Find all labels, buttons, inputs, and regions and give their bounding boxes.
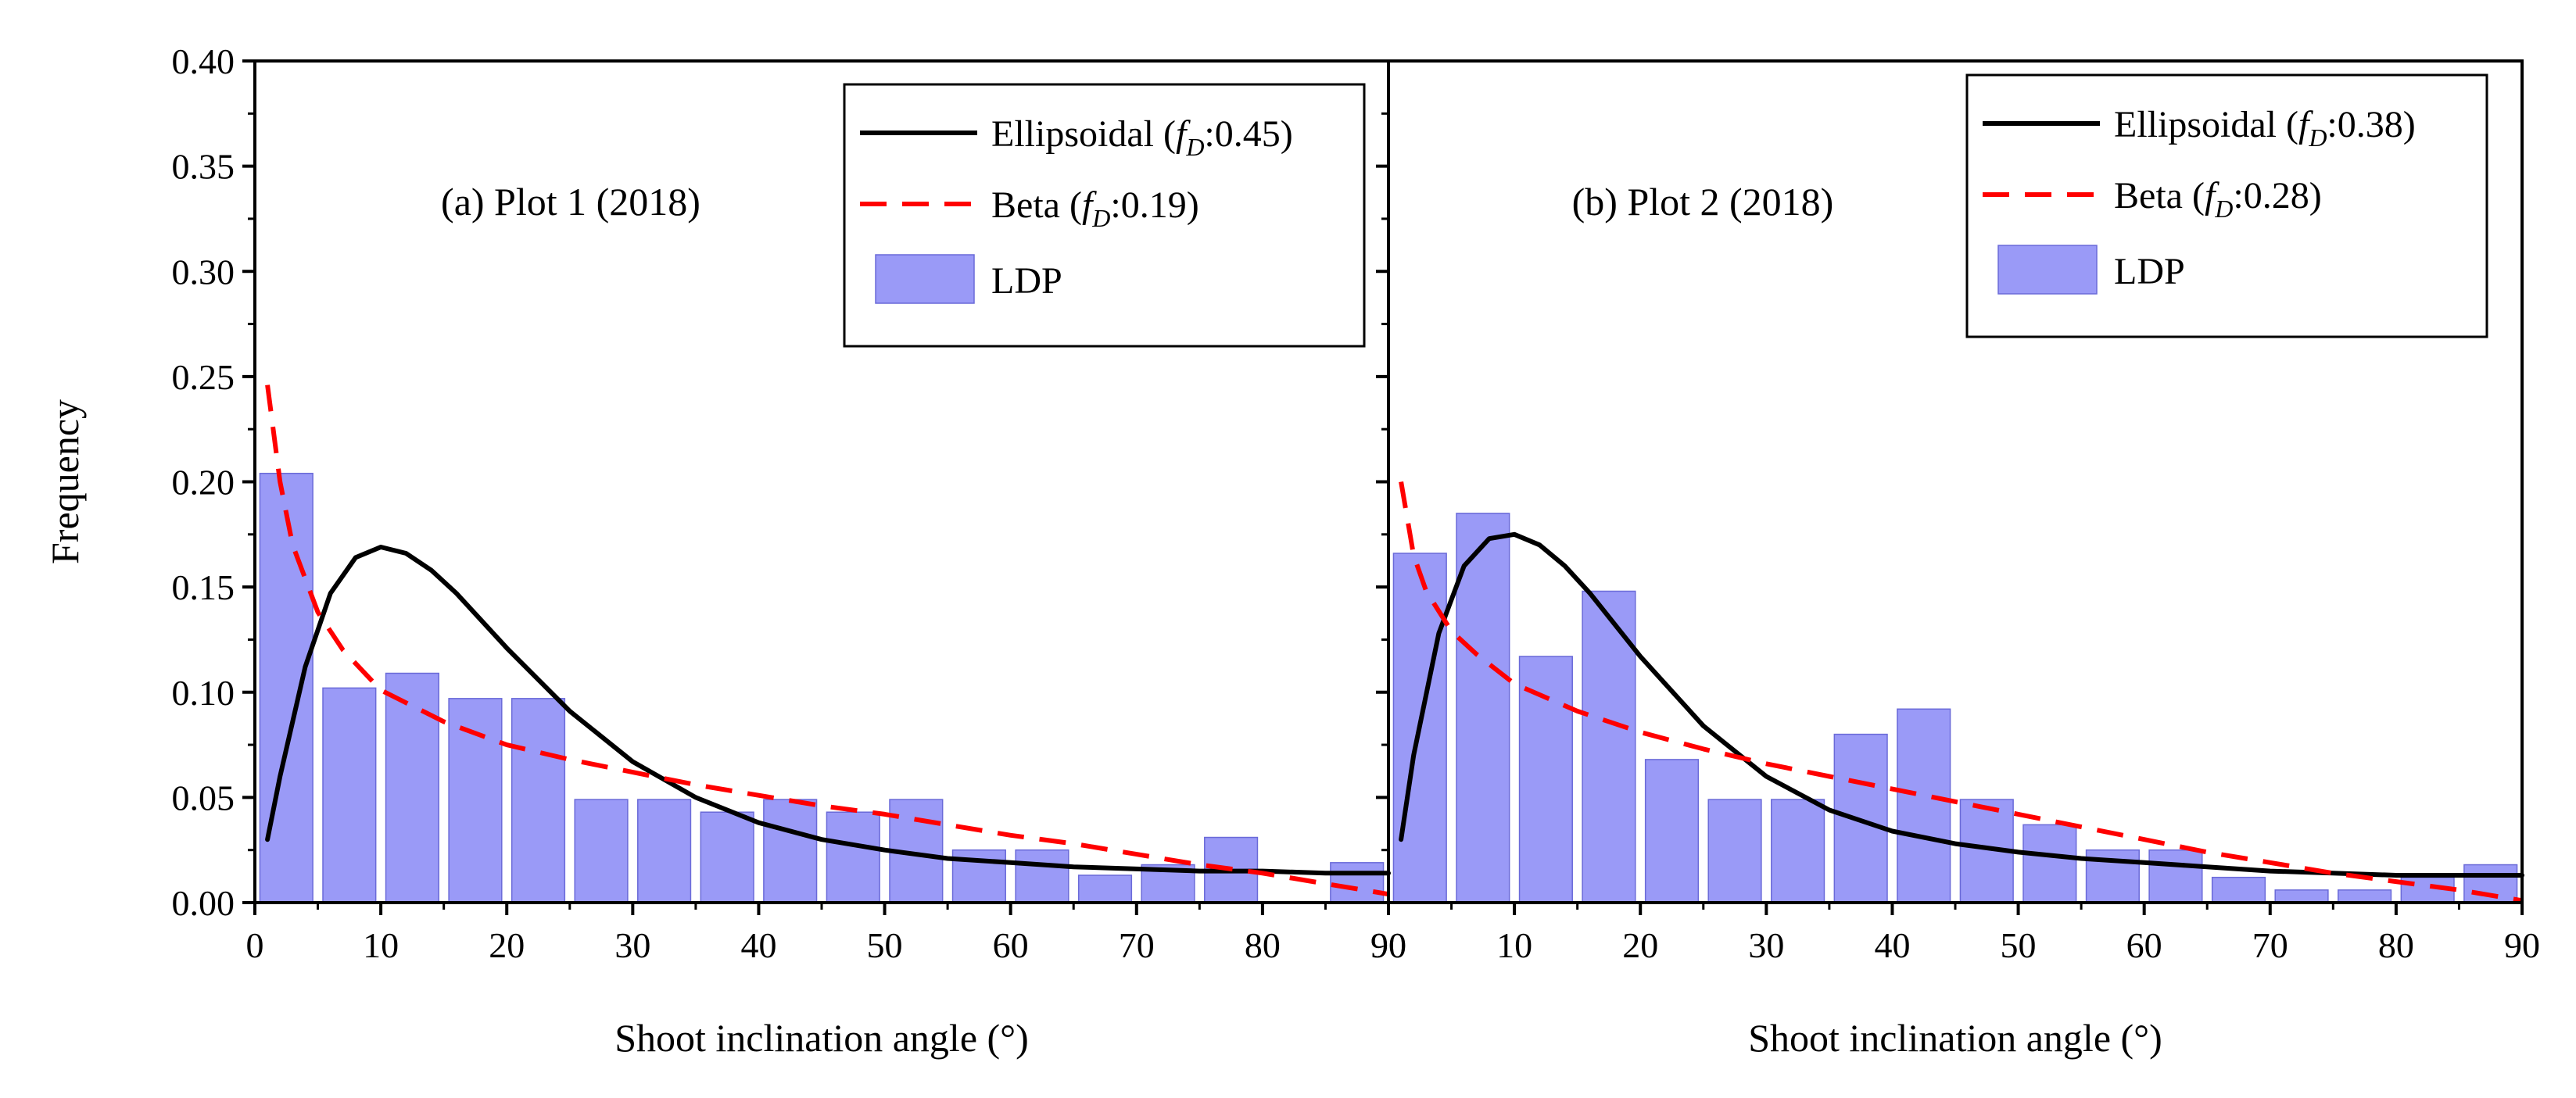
ldp-bar xyxy=(1582,590,1636,903)
x-tick-label: 20 xyxy=(489,925,525,965)
ldp-bar xyxy=(2463,864,2518,903)
ldp-bar xyxy=(1897,708,1951,903)
x-tick-label: 60 xyxy=(2126,925,2162,965)
ellipsoidal-curve xyxy=(265,545,1391,876)
y-tick-label: 0.05 xyxy=(172,778,235,817)
x-tick-label: 40 xyxy=(740,925,776,965)
x-tick-label: 0 xyxy=(246,925,264,965)
x-axis-title: Shoot inclination angle (°) xyxy=(1748,1016,2162,1060)
x-tick-label: 80 xyxy=(1245,925,1281,965)
y-axis-title: Frequency xyxy=(43,399,87,564)
x-tick-label: 70 xyxy=(2252,925,2288,965)
legend-ldp-swatch xyxy=(1997,245,2098,295)
ldp-bar xyxy=(700,811,754,903)
ldp-bar xyxy=(2274,889,2329,903)
ellipsoidal-curve xyxy=(1399,531,2524,878)
ldp-bar xyxy=(826,811,880,903)
text-layer: 0 10 20 30 40 50 60 70 80 90 0.00 0.05 0.10 0.15 0.20 0… xyxy=(43,41,2540,1060)
ldp-bar xyxy=(1771,799,1825,903)
panel-title: (a) Plot 1 (2018) xyxy=(441,180,700,224)
ldp-bar xyxy=(2022,824,2077,903)
ldp-bar xyxy=(2338,889,2392,903)
x-tick-label: 20 xyxy=(1622,925,1658,965)
beta-curve xyxy=(265,384,1389,897)
ldp-bar xyxy=(574,799,629,903)
ldp-bar xyxy=(2211,876,2266,903)
x-tick-label: 80 xyxy=(2378,925,2414,965)
x-tick-label: 30 xyxy=(1748,925,1784,965)
y-tick-label: 0.35 xyxy=(172,147,235,187)
y-tick-label: 0.15 xyxy=(172,567,235,607)
legend-ellipsoidal-label: Ellipsoidal (fD:0.45) xyxy=(991,113,1293,161)
ldp-bar xyxy=(637,799,692,903)
x-tick-label: 60 xyxy=(993,925,1029,965)
legend-ellipsoidal-label: Ellipsoidal (fD:0.38) xyxy=(2114,104,2416,152)
beta-curve xyxy=(1399,481,2523,903)
x-tick-label: 90 xyxy=(2504,925,2540,965)
panel-title: (b) Plot 2 (2018) xyxy=(1572,180,1834,224)
y-tick-label: 0.25 xyxy=(172,357,235,397)
x-tick-label: 90 xyxy=(1370,925,1406,965)
x-tick-label: 30 xyxy=(614,925,650,965)
y-tick-label: 0.00 xyxy=(172,883,235,923)
x-tick-label: 10 xyxy=(363,925,399,965)
x-tick-label: 50 xyxy=(2001,925,2037,965)
y-tick-label: 0.30 xyxy=(172,252,235,291)
legend-ldp-swatch xyxy=(875,254,975,304)
x-tick-label: 90 xyxy=(1370,925,1406,965)
legend-ldp-label: LDP xyxy=(2114,251,2185,292)
ldp-bar xyxy=(511,698,566,903)
legend-beta-label: Beta (fD:0.28) xyxy=(2114,175,2322,223)
ldp-bar xyxy=(1644,759,1700,903)
ldp-bar xyxy=(1707,799,1762,903)
ldp-bar xyxy=(1015,849,1069,903)
ldp-bar xyxy=(1330,862,1385,903)
x-tick-label: 50 xyxy=(867,925,903,965)
y-tick-label: 0.10 xyxy=(172,673,235,713)
ldp-bar xyxy=(322,687,377,903)
axes-layer xyxy=(242,59,2524,915)
ldp-bar xyxy=(1077,874,1133,903)
ldp-bar xyxy=(1518,656,1573,903)
x-axis-title: Shoot inclination angle (°) xyxy=(614,1016,1029,1060)
x-tick-label: 40 xyxy=(1874,925,1910,965)
x-tick-label: 70 xyxy=(1119,925,1155,965)
legend-ldp-label: LDP xyxy=(991,260,1062,302)
ldp-bar xyxy=(448,698,503,903)
ldp-bar xyxy=(2148,849,2203,903)
ldp-bar xyxy=(385,672,439,903)
legend-beta-label: Beta (fD:0.19) xyxy=(991,184,1199,232)
ldp-bar xyxy=(763,799,818,903)
x-tick-label: 10 xyxy=(1496,925,1532,965)
y-tick-label: 0.40 xyxy=(172,41,235,81)
curves-layer xyxy=(265,384,2524,903)
y-tick-label: 0.20 xyxy=(172,463,235,503)
ldp-bar xyxy=(1456,513,1510,903)
